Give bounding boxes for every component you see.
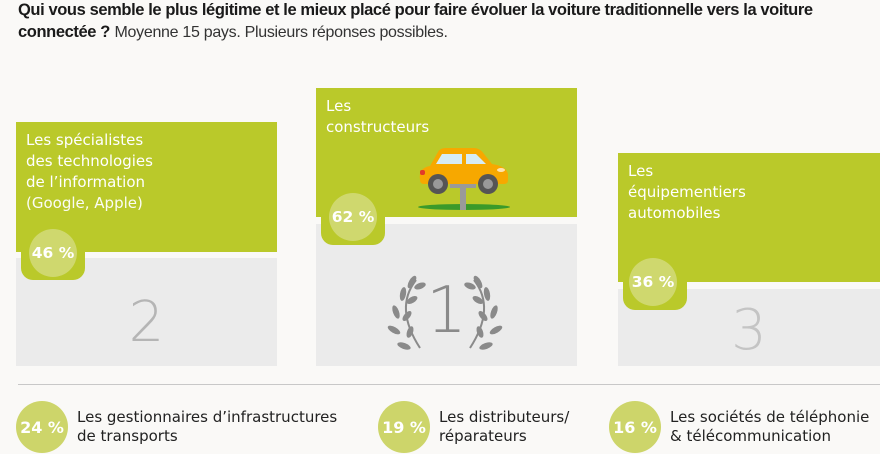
percent-badge: 62 % (329, 193, 377, 241)
label-line: de l’information (26, 173, 146, 191)
chart-title: Qui vous semble le plus légitime et le m… (18, 0, 878, 44)
label-line: Les gestionnaires d’infrastructures (77, 408, 338, 426)
other-label: Les distributeurs/ réparateurs (439, 408, 569, 446)
laurel-wreath-icon (387, 275, 503, 350)
label-line: Les distributeurs/ (439, 408, 570, 426)
podium-label-box: Les spécialistes des technologies de l’i… (16, 122, 277, 252)
podium-step (316, 224, 577, 366)
car-on-lift-icon (418, 148, 510, 210)
percent-badge: 36 % (629, 258, 677, 306)
title-question: Qui vous semble le plus légitime et le m… (18, 1, 813, 41)
other-item: 19 % Les distributeurs/ réparateurs (378, 401, 569, 453)
percent-badge: 46 % (29, 229, 77, 277)
percent-circle: 16 % (609, 401, 661, 453)
other-item: 16 % Les sociétés de téléphonie & téléco… (609, 401, 869, 453)
label-line: & télécommunication (670, 427, 831, 445)
label-line: des technologies (26, 152, 153, 170)
rank-number: 1 (426, 274, 467, 348)
label-line: constructeurs (326, 118, 430, 136)
label-line: Les spécialistes (26, 131, 144, 149)
label-line: de transports (77, 427, 178, 445)
divider (18, 384, 880, 385)
rank-number: 2 (128, 290, 165, 355)
label-line: réparateurs (439, 427, 527, 445)
label-line: automobiles (628, 204, 721, 222)
other-item: 24 % Les gestionnaires d’infrastructures… (16, 401, 337, 453)
percent-circle: 19 % (378, 401, 430, 453)
podium-label: Les constructeurs (326, 96, 429, 138)
rank-number: 3 (731, 298, 767, 363)
podium-label: Les spécialistes des technologies de l’i… (26, 130, 153, 214)
other-label: Les sociétés de téléphonie & télécommuni… (670, 408, 869, 446)
title-note: Moyenne 15 pays. Plusieurs réponses poss… (114, 24, 448, 41)
podium-label: Les équipementiers automobiles (628, 161, 746, 224)
label-line: équipementiers (628, 183, 746, 201)
other-label: Les gestionnaires d’infrastructures de t… (77, 408, 337, 446)
label-line: Les (628, 162, 654, 180)
percent-circle: 24 % (16, 401, 68, 453)
label-sub: (Google, Apple) (26, 194, 143, 212)
label-line: Les sociétés de téléphonie (670, 408, 870, 426)
label-line: Les (326, 97, 352, 115)
